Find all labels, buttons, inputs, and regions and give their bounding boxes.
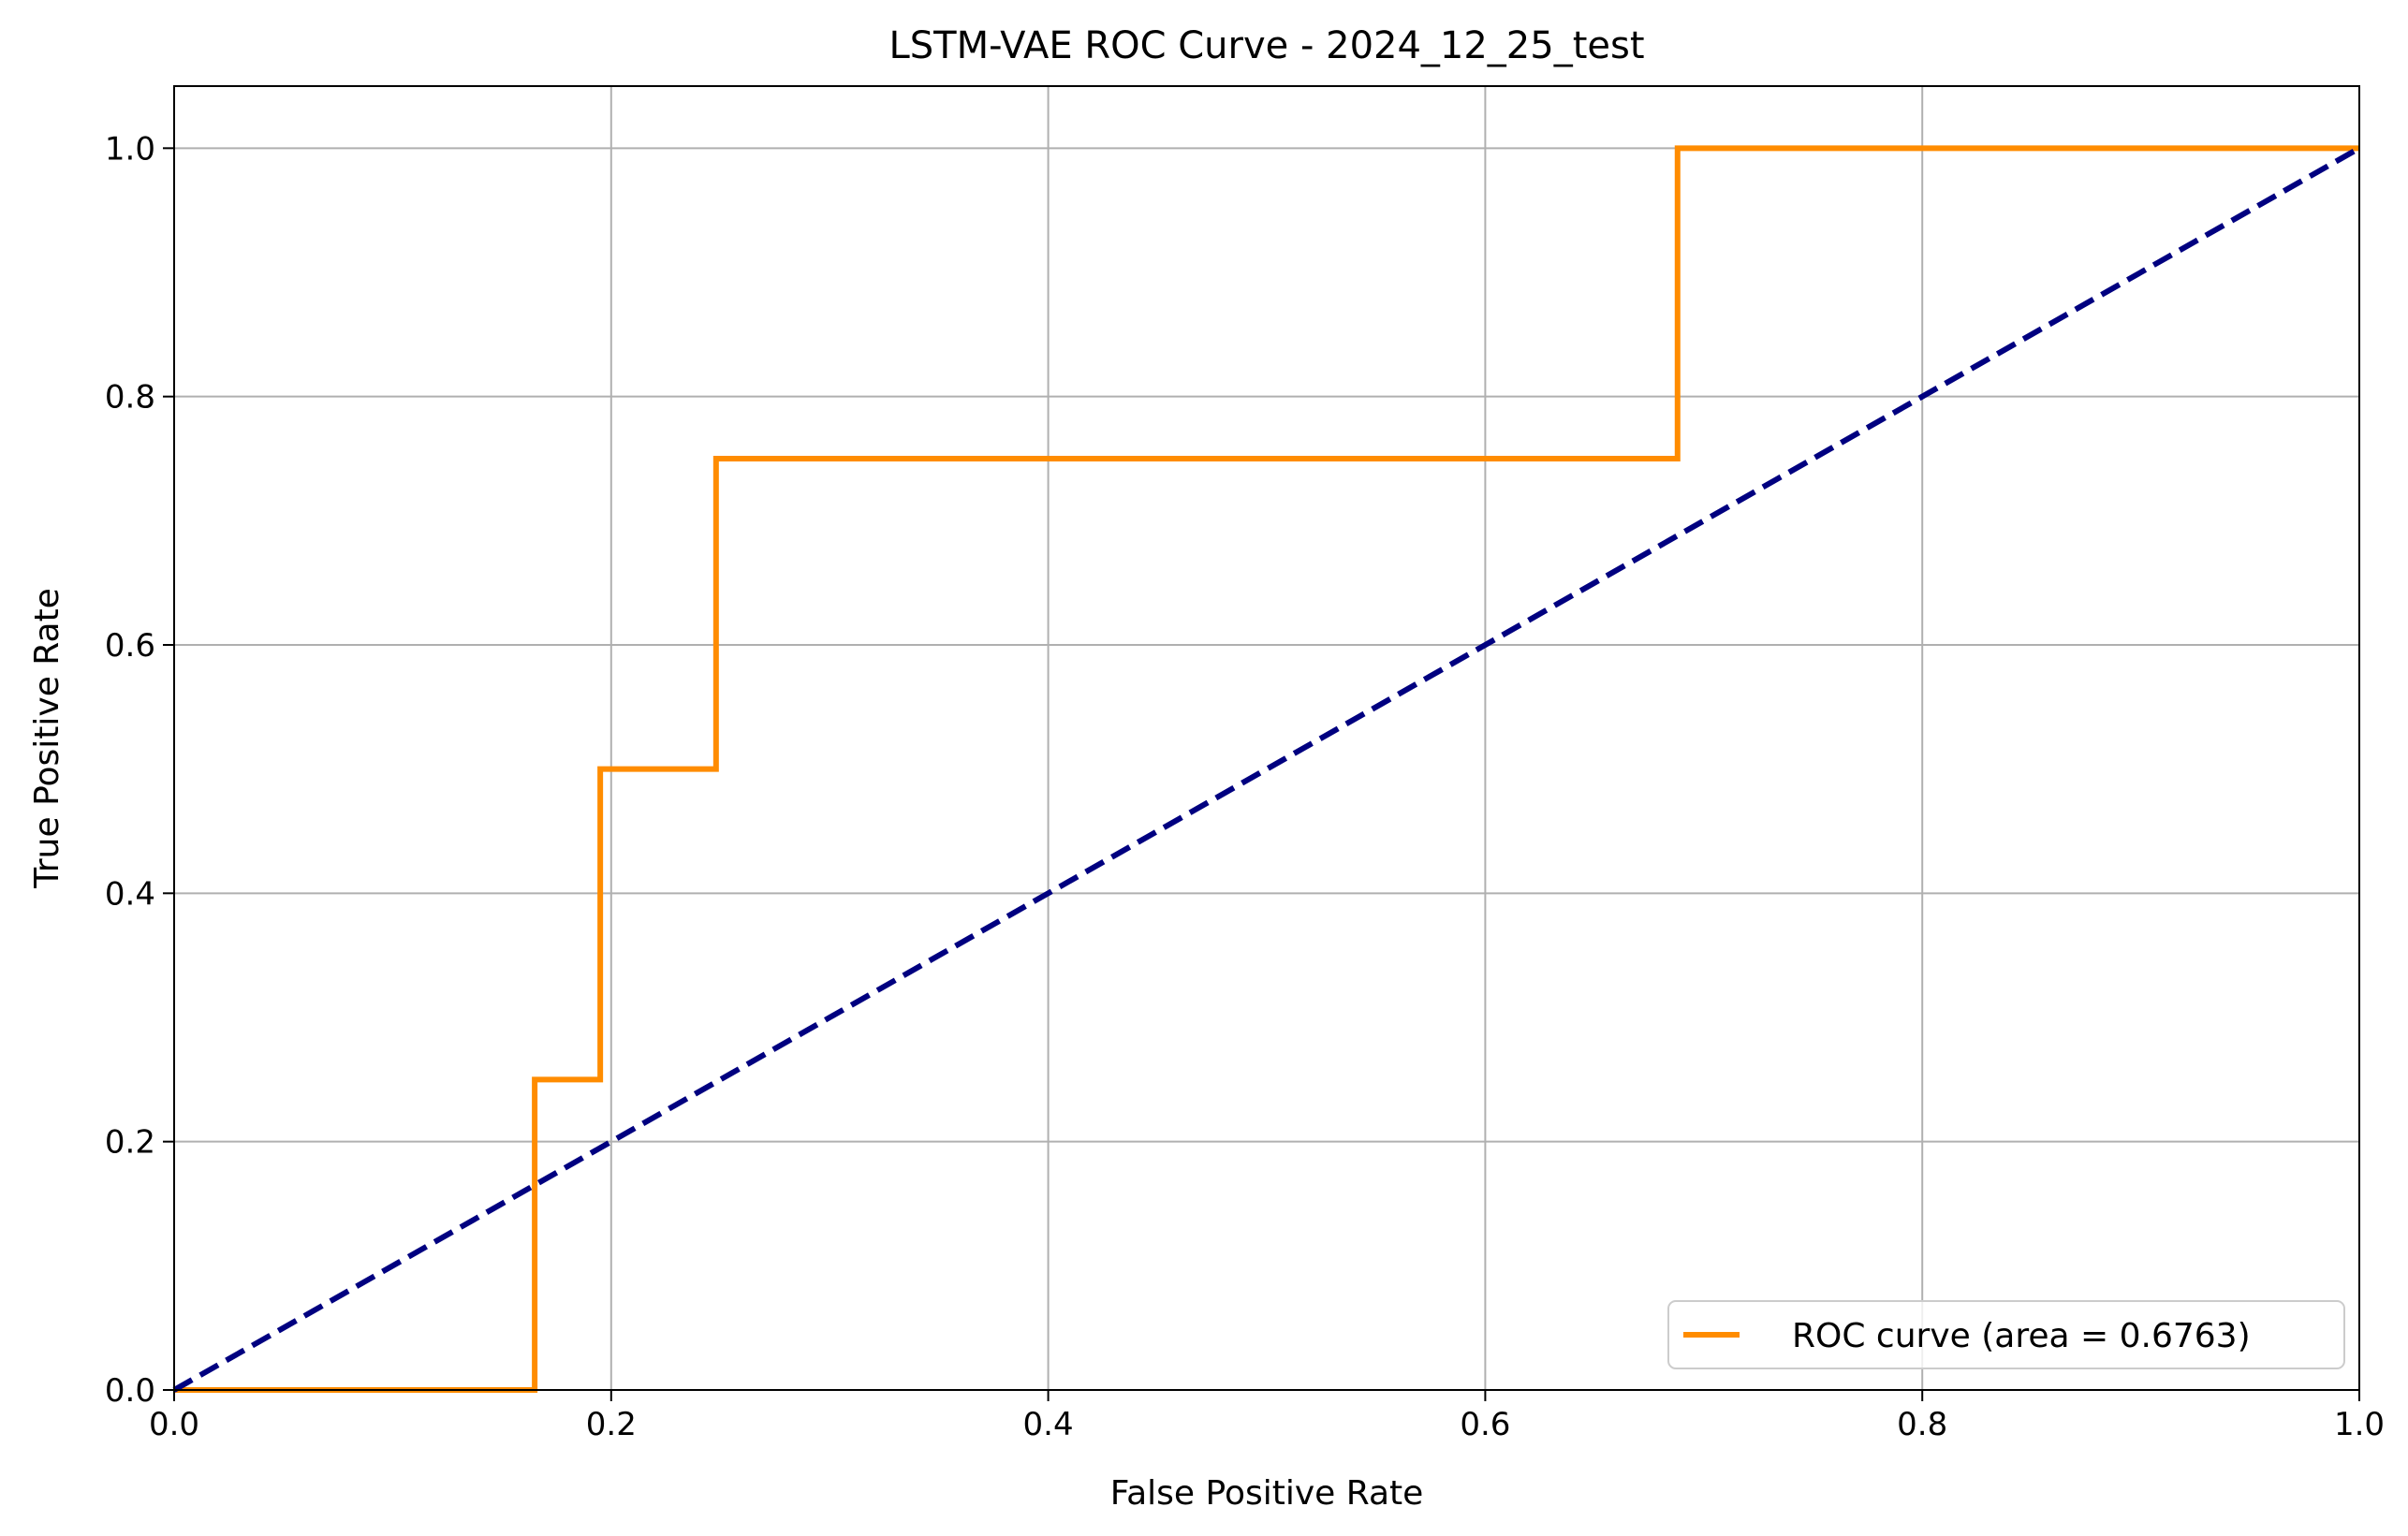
x-tick-label: 0.6 — [1460, 1406, 1510, 1443]
y-tick-label: 0.6 — [105, 627, 155, 665]
plot-frame — [173, 85, 2360, 1391]
y-tick-label: 0.4 — [105, 875, 155, 913]
plot-area — [174, 86, 2359, 1390]
x-tick-label: 0.8 — [1897, 1406, 1947, 1443]
legend-label-roc: ROC curve (area = 0.6763) — [1792, 1317, 2251, 1355]
legend-box — [1667, 1300, 2345, 1369]
axis-ticks: 0.0 0.2 0.4 0.6 0.8 1.0 0.0 0.2 0.4 0.6 0.8 1.0 — [105, 130, 2385, 1443]
x-axis-label: False Positive Rate — [1110, 1474, 1424, 1513]
x-tick-label: 0.2 — [586, 1406, 637, 1443]
series-lines — [172, 145, 2361, 1393]
chart-title: LSTM-VAE ROC Curve - 2024_12_25_test — [888, 24, 1644, 67]
y-tick-label: 1.0 — [105, 130, 155, 168]
x-tick-label: 0.0 — [149, 1406, 199, 1443]
y-tick-label: 0.0 — [105, 1372, 155, 1410]
x-tick-label: 0.4 — [1023, 1406, 1074, 1443]
x-tick-label: 1.0 — [2334, 1406, 2385, 1443]
y-tick-label: 0.8 — [105, 379, 155, 417]
y-tick-label: 0.2 — [105, 1124, 155, 1162]
legend: ROC curve (area = 0.6763) — [1667, 1300, 2345, 1369]
roc-curve-line — [174, 145, 2359, 1393]
y-axis-label: True Positive Rate — [28, 588, 66, 889]
